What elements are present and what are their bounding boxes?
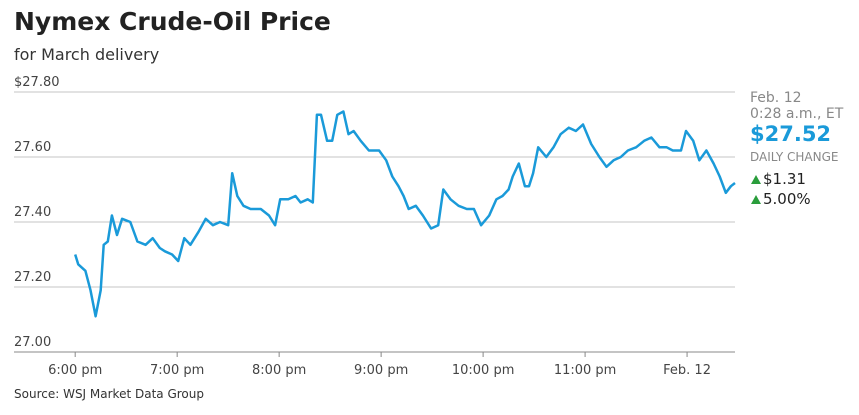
x-tick-label: Feb. 12 xyxy=(663,363,711,378)
quote-date: Feb. 12 xyxy=(750,90,802,106)
up-arrow xyxy=(751,195,761,204)
chart-title: Nymex Crude-Oil Price xyxy=(14,7,331,36)
x-tick-label: 10:00 pm xyxy=(452,363,515,378)
x-tick-label: 9:00 pm xyxy=(354,363,408,378)
y-tick-label: 27.00 xyxy=(14,335,51,350)
y-tick-label: 27.60 xyxy=(14,140,51,155)
x-tick-label: 6:00 pm xyxy=(48,363,102,378)
x-tick-label: 11:00 pm xyxy=(554,363,617,378)
change-value: $1.31 xyxy=(763,170,806,188)
up-arrow xyxy=(751,175,761,184)
change-label: DAILY CHANGE xyxy=(750,150,838,164)
price-line xyxy=(74,110,736,318)
source: Source: WSJ Market Data Group xyxy=(14,387,204,401)
quote-price: $27.52 xyxy=(750,122,831,146)
y-tick-label: $27.80 xyxy=(14,75,60,90)
change-percent: 5.00% xyxy=(763,190,811,208)
quote-time: 0:28 a.m., ET xyxy=(750,106,844,122)
x-tick-label: 8:00 pm xyxy=(252,363,306,378)
chart-subtitle: for March delivery xyxy=(14,45,159,64)
x-tick-label: 7:00 pm xyxy=(150,363,204,378)
y-tick-label: 27.20 xyxy=(14,270,51,285)
y-tick-label: 27.40 xyxy=(14,205,51,220)
